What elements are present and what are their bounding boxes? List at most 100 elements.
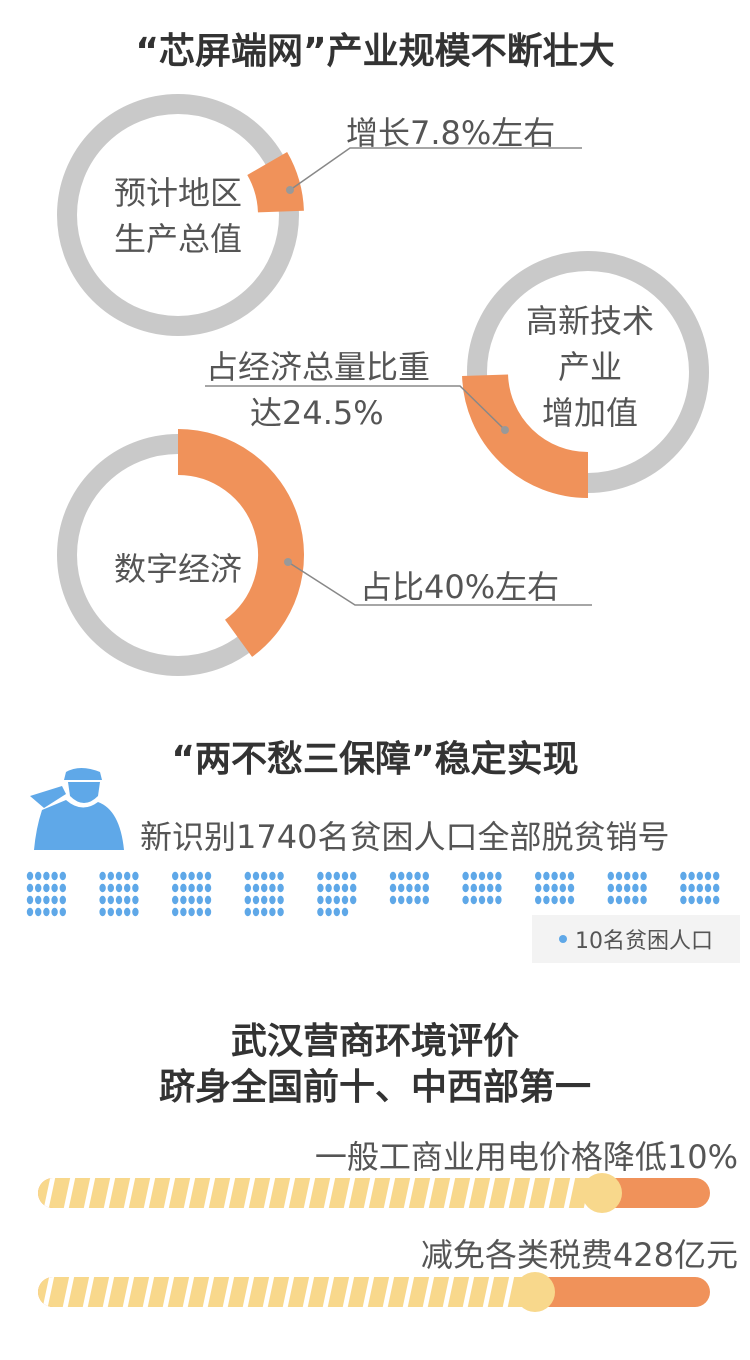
poverty-dot [99,907,106,917]
poverty-dot [188,895,195,905]
poverty-dot [495,895,502,905]
bar2-knob [515,1272,555,1312]
poverty-dot [172,895,179,905]
poverty-dot [59,907,66,917]
poverty-dot [325,907,332,917]
poverty-dot [180,907,187,917]
poverty-dot [204,907,212,917]
poverty-dot [124,907,131,917]
poverty-dot [317,871,324,881]
poverty-dot [26,883,34,893]
poverty-dot [261,871,268,881]
poverty-dot [51,895,58,905]
poverty-dot [389,895,397,905]
poverty-dot [680,883,687,893]
poverty-dot [607,895,614,905]
poverty-dot [559,895,566,905]
poverty-dot [535,883,542,893]
donut1-highlight-arc [246,152,304,214]
poverty-dot [107,883,115,893]
poverty-dot [188,883,195,893]
poverty-dot [317,895,324,905]
poverty-dot [124,895,131,905]
poverty-dot [487,895,494,905]
poverty-dot [196,895,203,905]
bar1-fill [38,1178,608,1208]
poverty-dot [188,907,195,917]
poverty-dot [543,883,550,893]
poverty-dot [607,871,614,881]
poverty-dot [567,895,575,905]
poverty-dot [398,883,405,893]
poverty-dot [470,883,477,893]
poverty-dot [713,871,720,881]
poverty-dot [414,883,421,893]
poverty-dot [43,895,50,905]
poverty-dot [632,883,639,893]
poverty-dot [124,871,131,881]
poverty-dot [680,871,687,881]
donut3-leader-dot [284,558,292,566]
poverty-dot [196,907,203,917]
poverty-dot [35,883,42,893]
label-line: 生产总值 [113,220,242,258]
poverty-dot [559,883,566,893]
label-line: 高新技术 [525,302,654,340]
poverty-dot [333,871,340,881]
poverty-dot [277,883,284,893]
poverty-dot [422,883,429,893]
poverty-dot [35,895,42,905]
poverty-dot [115,883,123,893]
donut1-center-label: 预计地区 生产总值 [78,170,278,262]
poverty-dot [350,883,357,893]
donut1-leader-line [289,147,582,191]
poverty-dot [551,895,558,905]
poverty-dot [51,883,58,893]
section2-title: “两不愁三保障”稳定实现 [171,739,579,780]
poverty-dot [414,895,421,905]
poverty-dot [462,895,469,905]
poverty-dot [624,895,631,905]
bar2-label: 减免各类税费428亿元 [420,1236,738,1274]
legend-dot-icon [559,935,567,943]
poverty-dot [124,883,131,893]
poverty-dot [333,895,340,905]
poverty-dot [341,907,349,917]
label-line: 增加值 [541,394,638,432]
poverty-dot [43,883,50,893]
bar2-fill [38,1277,542,1307]
donut1-ring [57,94,299,336]
poverty-dot [277,895,284,905]
poverty-dot [325,871,332,881]
poverty-dot [99,895,106,905]
poverty-dot [261,883,268,893]
poverty-dot [607,883,614,893]
poverty-dot [43,907,50,917]
bar1 [38,1173,710,1213]
poverty-dot [99,883,106,893]
poverty-dot [244,895,251,905]
poverty-headline: 新识别1740名贫困人口全部脱贫销号 [140,818,670,856]
donut1-callout: 增长7.8%左右 [346,114,556,152]
poverty-dot [333,883,340,893]
poverty-dot [341,883,349,893]
poverty-dot [51,871,58,881]
poverty-dot [269,895,276,905]
poverty-dot [632,871,639,881]
poverty-dot [204,871,212,881]
poverty-dot [261,895,268,905]
poverty-dot [406,895,413,905]
section3-title-line1: 武汉营商环境评价 [230,1021,519,1062]
poverty-dot [115,907,123,917]
poverty-dot [132,907,139,917]
poverty-dot [389,871,397,881]
poverty-dot [99,871,106,881]
poverty-dot [406,883,413,893]
poverty-dot [478,895,486,905]
donut3-center-label: 数字经济 [78,546,278,592]
poverty-dot [495,871,502,881]
poverty-dot [632,895,639,905]
poverty-dot [341,871,349,881]
poverty-dot [422,871,429,881]
poverty-dot [59,895,66,905]
